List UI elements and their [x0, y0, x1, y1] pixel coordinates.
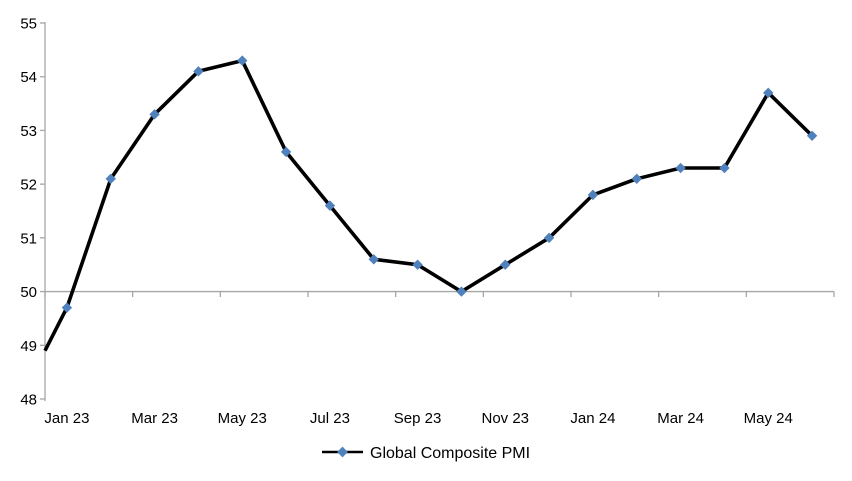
y-axis-tick-label: 48 — [20, 392, 37, 409]
data-point-marker — [237, 55, 248, 66]
legend: Global Composite PMI — [322, 445, 530, 462]
x-axis-tick-label: Nov 23 — [481, 410, 529, 427]
data-point-marker — [61, 302, 73, 313]
data-point-marker — [368, 254, 379, 265]
data-point-marker — [631, 173, 642, 184]
data-point-marker — [105, 173, 116, 184]
x-axis-tick-label: Sep 23 — [394, 410, 442, 427]
x-axis-tick-label: May 24 — [744, 410, 793, 427]
legend-diamond-marker-icon — [337, 446, 348, 458]
x-axis-tick-label: Jan 24 — [570, 410, 615, 427]
data-point-marker — [412, 259, 423, 270]
x-axis-tick-label: Jul 23 — [310, 410, 350, 427]
data-point-marker — [149, 109, 160, 120]
x-axis-tick-label: Mar 23 — [131, 410, 178, 427]
data-point-marker — [324, 200, 336, 211]
data-point-marker — [587, 189, 599, 201]
data-point-marker — [543, 232, 555, 244]
data-point-marker — [500, 259, 511, 270]
y-axis-tick-label: 54 — [20, 69, 37, 86]
y-axis-tick-label: 51 — [20, 230, 37, 247]
y-axis-tick-label: 52 — [20, 177, 37, 194]
x-axis-tick-label: Jan 23 — [44, 410, 89, 427]
pmi-series-line — [43, 58, 814, 352]
y-axis-tick-label: 50 — [20, 284, 37, 301]
data-point-marker — [280, 146, 292, 158]
x-axis-tick-label: May 23 — [218, 410, 267, 427]
data-point-marker — [719, 162, 730, 174]
data-point-marker — [763, 87, 774, 99]
data-point-marker — [456, 286, 467, 297]
legend-label: Global Composite PMI — [370, 445, 530, 462]
y-axis-tick-label: 53 — [20, 123, 37, 140]
data-point-marker — [806, 130, 818, 141]
y-axis-tick-label: 49 — [20, 338, 37, 355]
x-axis-tick-label: Mar 24 — [657, 410, 704, 427]
data-point-marker — [675, 162, 686, 174]
y-axis-tick-label: 55 — [20, 16, 37, 33]
data-point-marker — [193, 66, 204, 77]
